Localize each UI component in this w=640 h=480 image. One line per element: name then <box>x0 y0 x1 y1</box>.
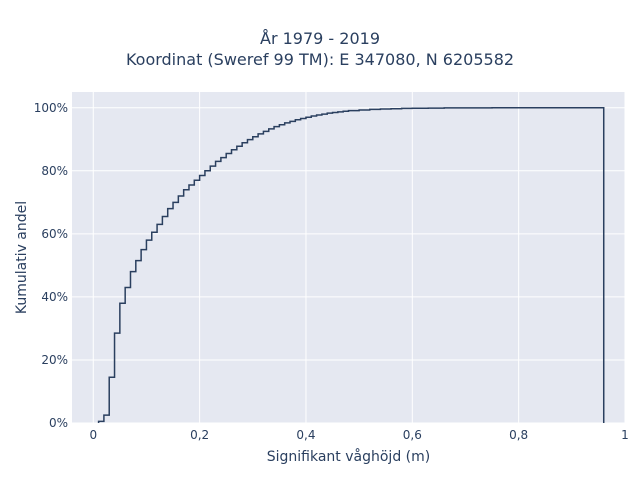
y-tick-label: 100% <box>34 101 68 115</box>
gridlines <box>72 92 626 424</box>
x-tick-label: 0,4 <box>296 428 315 442</box>
series-layer <box>97 107 605 423</box>
chart-title: År 1979 - 2019 <box>260 29 380 48</box>
y-tick-label: 20% <box>41 353 68 367</box>
plot-area <box>72 92 625 423</box>
cdf-step-line <box>97 107 605 423</box>
y-tick-label: 0% <box>49 416 68 430</box>
y-tick-label: 60% <box>41 227 68 241</box>
y-tick-label: 80% <box>41 164 68 178</box>
x-axis-label: Signifikant våghöjd (m) <box>267 448 430 465</box>
x-tick-label: 0,2 <box>190 428 209 442</box>
chart-subtitle: Koordinat (Sweref 99 TM): E 347080, N 62… <box>125 50 515 69</box>
x-tick-label: 0 <box>89 428 97 442</box>
x-tick-label: 0,8 <box>509 428 528 442</box>
y-tick-label: 40% <box>41 290 68 304</box>
x-tick-label: 1 <box>621 428 629 442</box>
x-tick-label: 0,6 <box>403 428 422 442</box>
y-axis-label: Kumulativ andel <box>14 201 30 314</box>
tick-labels: 0 0,2 0,4 0,6 0,8 1 0% 20% 40% 60% 80% 100% <box>34 101 629 442</box>
